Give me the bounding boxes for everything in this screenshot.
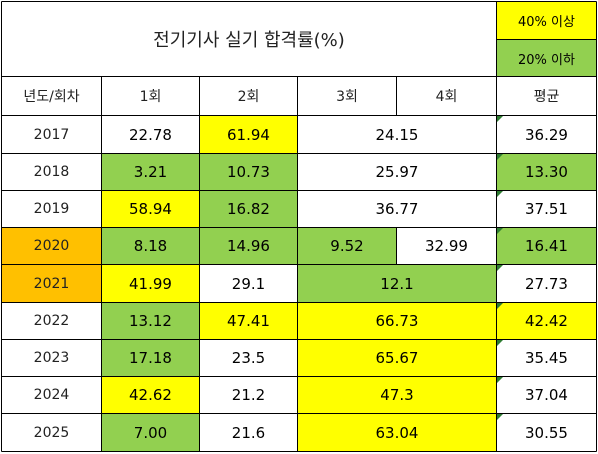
average-cell[interactable]: 36.29 (497, 116, 596, 153)
year-cell[interactable]: 2017 (33, 126, 70, 143)
round-3-4-merged-cell[interactable]: 47.3 (298, 377, 496, 413)
round-1-cell[interactable]: 17.18 (102, 340, 199, 376)
round-3-cell[interactable]: 9.52 (298, 228, 396, 264)
year-cell[interactable]: 2025 (33, 424, 70, 441)
round-4-cell[interactable]: 32.99 (425, 237, 468, 255)
round-3-4-merged-cell[interactable]: 25.97 (375, 163, 419, 181)
round-1-cell[interactable]: 13.12 (102, 303, 199, 339)
round-2-cell[interactable]: 21.6 (231, 423, 266, 442)
average-cell[interactable]: 42.42 (497, 303, 596, 339)
round-1-cell[interactable]: 58.94 (102, 191, 199, 227)
legend-low[interactable]: 20% 이하 (497, 40, 596, 76)
round-2-cell[interactable]: 29.1 (231, 274, 266, 293)
average-cell[interactable]: 37.51 (497, 191, 596, 227)
year-cell[interactable]: 2018 (33, 164, 70, 180)
round-1-cell[interactable]: 42.62 (102, 377, 199, 413)
round-3-4-merged-cell[interactable]: 36.77 (375, 200, 419, 218)
round-1-cell[interactable]: 22.78 (129, 125, 172, 144)
table-title[interactable]: 전기기사 실기 합격률(%) (153, 30, 345, 51)
round-2-cell[interactable]: 47.41 (200, 303, 297, 339)
round-1-cell[interactable]: 3.21 (102, 154, 199, 190)
average-cell[interactable]: 30.55 (497, 414, 596, 451)
round-2-cell[interactable]: 14.96 (200, 228, 297, 264)
header-round-3[interactable]: 3회 (336, 89, 358, 105)
header-round-2[interactable]: 2회 (237, 89, 260, 105)
round-1-cell[interactable]: 8.18 (102, 228, 199, 264)
header-round-4[interactable]: 4회 (435, 89, 458, 105)
header-year[interactable]: 년도/회차 (23, 89, 80, 105)
year-cell[interactable]: 2024 (33, 387, 70, 403)
round-1-cell[interactable]: 41.99 (102, 265, 199, 302)
round-3-4-merged-cell[interactable]: 63.04 (298, 414, 496, 451)
year-cell[interactable]: 2023 (33, 350, 70, 366)
round-3-4-merged-cell[interactable]: 24.15 (375, 125, 419, 144)
year-cell[interactable]: 2020 (2, 228, 101, 264)
average-cell[interactable]: 35.45 (497, 340, 596, 376)
average-cell[interactable]: 27.73 (497, 265, 596, 302)
round-1-cell[interactable]: 7.00 (102, 414, 199, 451)
round-2-cell[interactable]: 23.5 (231, 349, 266, 367)
round-2-cell[interactable]: 16.82 (200, 191, 297, 227)
year-cell[interactable]: 2022 (33, 313, 70, 329)
header-average[interactable]: 평균 (533, 89, 560, 105)
round-3-4-merged-cell[interactable]: 66.73 (298, 303, 496, 339)
average-cell[interactable]: 13.30 (497, 154, 596, 190)
year-cell[interactable]: 2019 (33, 201, 70, 217)
round-3-4-merged-cell[interactable]: 65.67 (298, 340, 496, 376)
round-2-cell[interactable]: 21.2 (231, 386, 266, 404)
average-cell[interactable]: 37.04 (497, 377, 596, 413)
average-cell[interactable]: 16.41 (497, 228, 596, 264)
round-3-4-merged-cell[interactable]: 12.1 (298, 265, 496, 302)
round-2-cell[interactable]: 61.94 (200, 116, 297, 153)
round-2-cell[interactable]: 10.73 (200, 154, 297, 190)
legend-high[interactable]: 40% 이상 (497, 2, 596, 39)
header-round-1[interactable]: 1회 (139, 89, 162, 105)
year-cell[interactable]: 2021 (2, 265, 101, 302)
